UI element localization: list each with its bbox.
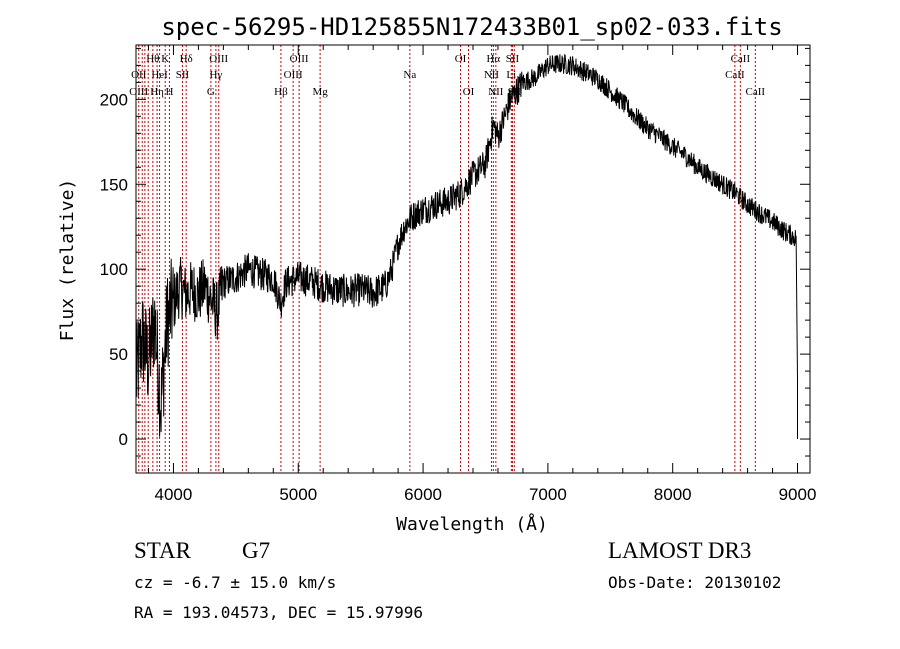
line-label: CaII: [725, 69, 745, 81]
y-tick-label: 50: [109, 345, 128, 364]
plot-area-frame: [135, 44, 811, 474]
chart-title: spec-56295-HD125855N172433B01_sp02-033.f…: [161, 13, 782, 41]
line-label: NII: [484, 69, 500, 81]
y-tick-label: 150: [100, 175, 128, 194]
y-axis: 0 50 100 150 200: [100, 47, 810, 457]
line-label: Hα: [486, 53, 500, 65]
redshift-text: cz = -6.7 ± 15.0 km/s: [134, 573, 337, 592]
line-label: Mg: [312, 86, 328, 98]
obs-date: Obs-Date: 20130102: [608, 573, 782, 592]
line-label: CaII: [731, 53, 751, 65]
line-label: H: [165, 86, 173, 98]
line-label: SII: [506, 53, 520, 65]
x-axis-label: Wavelength (Å): [396, 513, 548, 535]
line-label: K: [161, 53, 169, 65]
line-label: Li: [506, 69, 516, 81]
spectral-line-markers: [138, 45, 756, 473]
survey-name: LAMOST DR3: [608, 538, 752, 563]
y-tick-label: 100: [100, 260, 128, 279]
y-axis-label: Flux (relative): [57, 179, 78, 342]
spectral-line-labels: OIIOIIIHθHηHeIKHSIIHδGHγOIIIHβOIIIOIIIMg…: [129, 53, 765, 98]
line-label: Hδ: [180, 53, 193, 65]
line-label: G: [207, 86, 215, 98]
line-label: HeI: [151, 69, 168, 81]
x-tick-label: 5000: [279, 485, 317, 504]
x-axis: 4000 5000 6000 7000 8000 9000: [147, 45, 817, 504]
spectrum-series-flux: [135, 53, 798, 439]
object-subclass: G7: [242, 538, 271, 563]
y-tick-label: 0: [119, 430, 128, 449]
line-label: Hβ: [274, 86, 288, 98]
line-label: Hη: [150, 86, 164, 98]
x-tick-label: 9000: [779, 485, 817, 504]
line-label: OII: [131, 69, 147, 81]
line-label: CaII: [746, 86, 766, 98]
line-label: Hγ: [209, 69, 222, 81]
y-tick-label: 200: [100, 90, 128, 109]
x-tick-label: 4000: [155, 485, 193, 504]
line-label: OI: [455, 53, 467, 65]
line-label: OIII: [209, 53, 228, 65]
x-tick-label: 7000: [529, 485, 567, 504]
line-label: SII: [176, 69, 190, 81]
line-label: Hθ: [146, 53, 159, 65]
line-label: OIII: [290, 53, 309, 65]
coordinates-text: RA = 193.04573, DEC = 15.97996: [134, 603, 423, 622]
line-label: NII: [488, 86, 504, 98]
line-label: OI: [463, 86, 475, 98]
line-label: OIII: [284, 69, 303, 81]
line-label: Na: [403, 69, 416, 81]
line-label: OIII: [129, 86, 148, 98]
x-tick-label: 6000: [404, 485, 442, 504]
object-class: STAR: [134, 538, 191, 563]
x-tick-label: 8000: [654, 485, 692, 504]
